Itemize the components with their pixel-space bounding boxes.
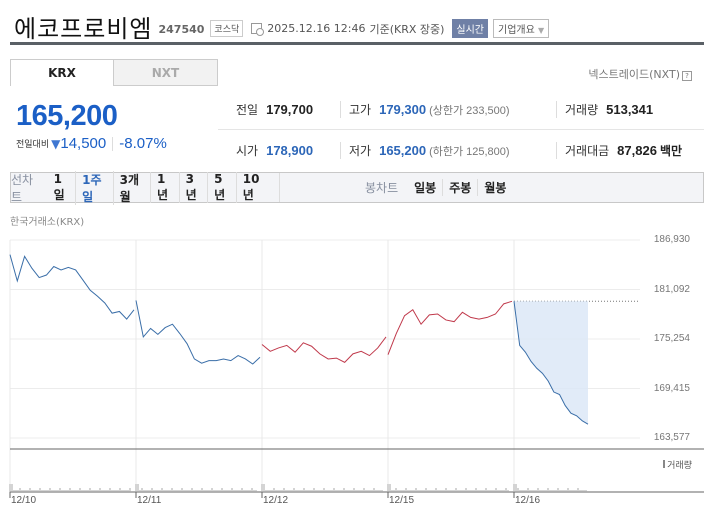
period-10y[interactable]: 10년 [235, 172, 271, 203]
open-label: 시가 [236, 143, 259, 158]
low-label: 저가 [349, 143, 372, 158]
change-value: 14,500 [60, 135, 107, 152]
period-bar: 선차트 1일 1주일 3개월 1년 3년 5년 10년 봉차트 일봉 주봉 월봉 [10, 170, 704, 205]
upper-limit-value: 233,500) [466, 105, 510, 117]
open-value: 178,900 [266, 142, 314, 158]
x-tick: 12/11 [137, 495, 162, 506]
prev-close-value: 179,700 [266, 102, 314, 117]
change-label: 전일대비 [16, 140, 50, 150]
period-5y[interactable]: 5년 [207, 172, 236, 203]
period-1w[interactable]: 1주일 [75, 170, 112, 205]
price-chart[interactable]: 186,930 181,092 175,254 169,415 163,577 … [0, 230, 704, 516]
high-value: 179,300 [379, 102, 427, 117]
period-3m[interactable]: 3개월 [112, 170, 150, 205]
volume-legend: 거래량 [663, 458, 692, 471]
y-tick: 163,577 [653, 432, 690, 443]
chevron-down-icon: ▼ [538, 26, 545, 35]
x-tick: 12/12 [263, 495, 289, 506]
period-1y[interactable]: 1년 [150, 172, 179, 203]
tab-krx[interactable]: KRX [10, 59, 114, 86]
price-block: 165,200 전일대비 ▼ 14,500 -8.07% [16, 100, 167, 152]
y-tick: 181,092 [653, 284, 690, 295]
basis-label: 기준(KRX 장중) [369, 22, 445, 36]
prev-close-label: 전일 [236, 103, 259, 117]
market-badge: 코스닥 [210, 20, 244, 37]
company-overview-button[interactable]: 기업개요 ▼ [493, 19, 550, 38]
amount-unit: 백만 [659, 143, 683, 158]
x-tick: 12/10 [11, 495, 37, 506]
line-chart-periods: 선차트 1일 1주일 3개월 1년 3년 5년 10년 [11, 170, 279, 205]
lower-limit-value: 125,800) [466, 145, 510, 158]
volume-label: 거래량 [565, 103, 599, 117]
datetime: 2025.12.16 12:46 [267, 22, 366, 35]
period-3y[interactable]: 3년 [178, 172, 208, 203]
exchange-label: 한국거래소(KRX) [10, 217, 85, 228]
stats-table: 전일 179,700 고가 179,300 (상한가 233,500) 거래량 513,3… [218, 90, 704, 170]
volume-legend-swatch [663, 460, 666, 468]
high-label: 고가 [349, 103, 372, 117]
realtime-badge[interactable]: 실시간 [452, 19, 489, 38]
x-tick: 12/15 [389, 495, 415, 506]
x-tick: 12/16 [515, 495, 541, 506]
period-1d[interactable]: 1일 [53, 172, 65, 202]
candle-chart-label: 봉차트 [365, 181, 399, 195]
down-triangle-icon: ▼ [51, 136, 61, 151]
candle-chart-periods: 봉차트 일봉 주봉 월봉 [279, 173, 703, 202]
candle-monthly[interactable]: 월봉 [477, 179, 512, 196]
chart-canvas[interactable] [0, 230, 704, 516]
overview-label: 기업개요 [498, 25, 535, 36]
current-price: 165,200 [16, 100, 118, 132]
lower-limit-label: (하한가 [429, 145, 464, 158]
calendar-clock-icon [251, 23, 265, 36]
change-percent: -8.07% [119, 135, 167, 152]
tab-nxt[interactable]: NXT [114, 59, 218, 86]
company-name: 에코프로비엠 [14, 14, 153, 43]
exchange-tabs: KRX NXT [10, 59, 218, 86]
stock-code: 247540 [158, 22, 205, 36]
y-tick: 186,930 [653, 234, 690, 245]
stock-header: 에코프로비엠 247540 코스닥 2025.12.16 12:46 기준(KR… [10, 10, 704, 45]
nxt-link-label: 넥스트레이드(NXT) [588, 68, 680, 81]
amount-value: 87,826 [617, 142, 657, 158]
low-value: 165,200 [379, 142, 427, 158]
divider [112, 136, 114, 151]
candle-daily[interactable]: 일봉 [414, 181, 437, 195]
candle-weekly[interactable]: 주봉 [442, 179, 477, 196]
volume-legend-label: 거래량 [667, 461, 692, 471]
nxt-link[interactable]: 넥스트레이드(NXT)? [588, 66, 692, 82]
volume-value: 513,341 [606, 102, 654, 117]
upper-limit-label: (상한가 [429, 105, 464, 117]
help-icon[interactable]: ? [682, 71, 692, 81]
line-chart-label: 선차트 [11, 172, 34, 204]
amount-label: 거래대금 [565, 143, 610, 158]
y-tick: 175,254 [653, 333, 690, 344]
y-tick: 169,415 [653, 383, 690, 394]
